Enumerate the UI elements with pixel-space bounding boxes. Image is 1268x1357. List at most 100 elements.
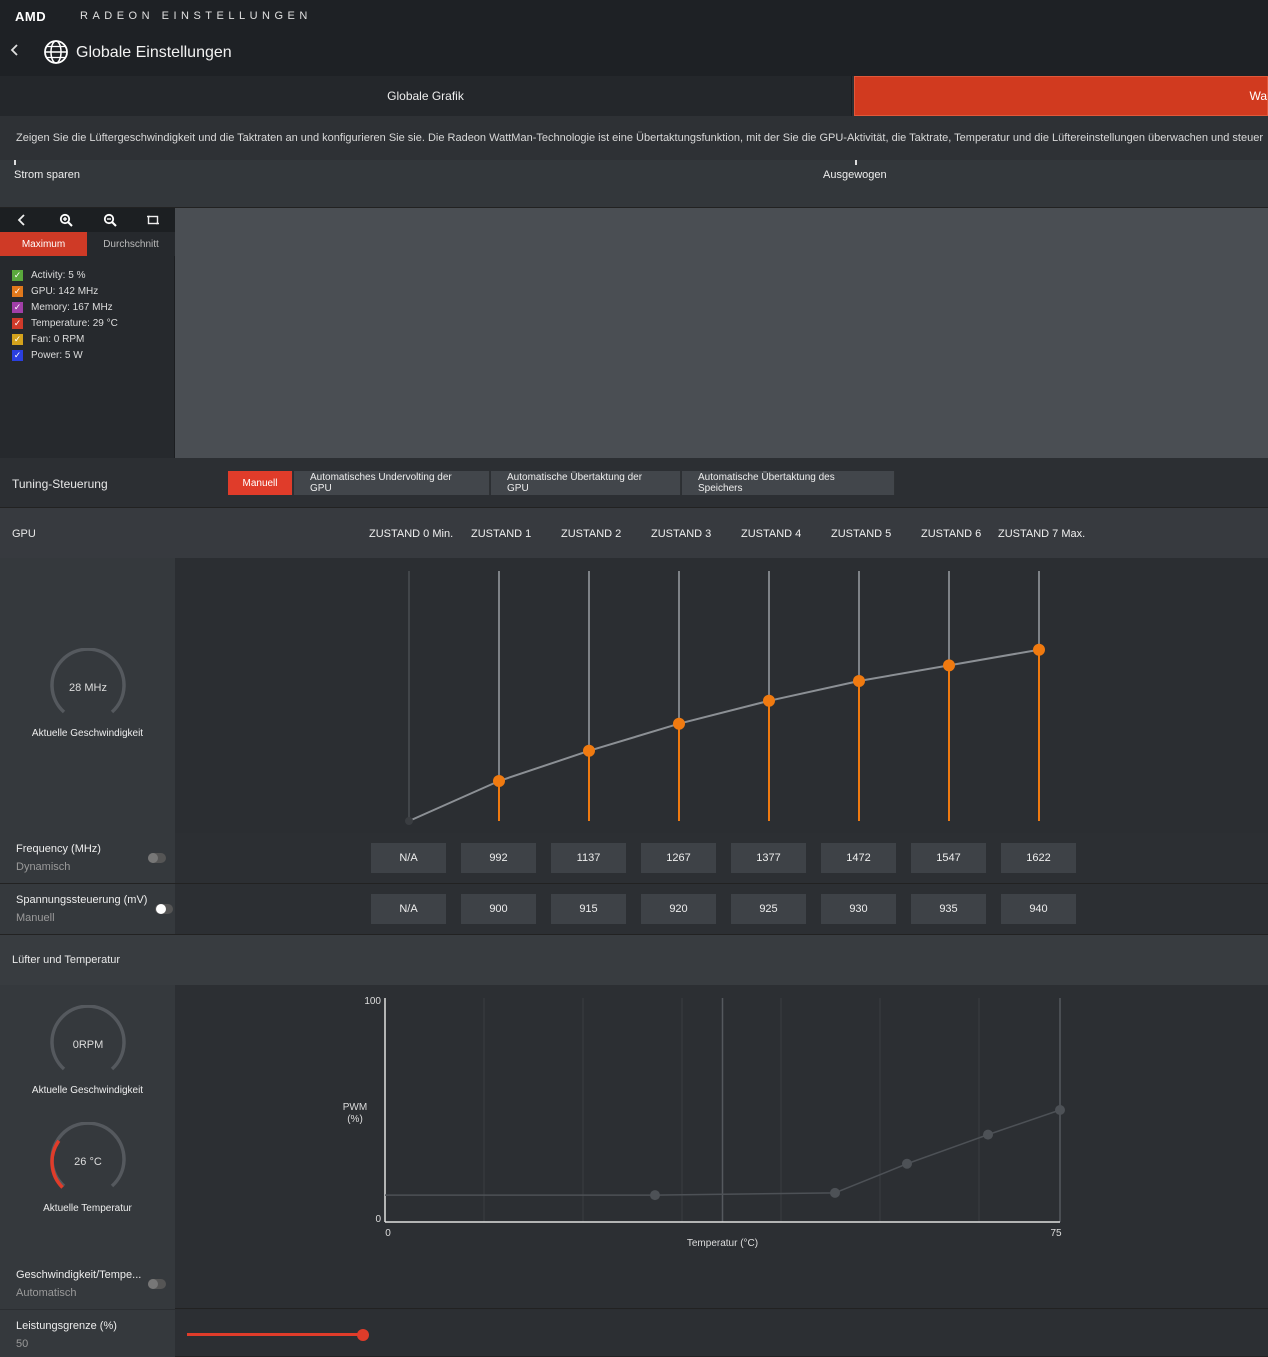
gpu-state-chart[interactable]: [175, 558, 1268, 833]
checkbox-icon[interactable]: ✓: [12, 333, 23, 345]
product-title: RADEON EINSTELLUNGEN: [80, 10, 312, 22]
zoom-in-button[interactable]: [44, 208, 88, 232]
power-limit-slider-handle[interactable]: [357, 1329, 369, 1341]
frequency-input-state-5[interactable]: 1472: [821, 843, 896, 873]
speed-temp-toggle[interactable]: [148, 1279, 166, 1289]
checkbox-icon[interactable]: ✓: [12, 269, 23, 281]
fan-y-min-label: 0: [375, 1214, 381, 1225]
voltage-input-state-4[interactable]: 925: [731, 894, 806, 924]
legend-item-fan[interactable]: ✓ Fan: 0 RPM: [12, 332, 84, 346]
fan-chart-svg[interactable]: 100 00 75 Temperatur (°C) PWM(%): [175, 985, 1268, 1259]
voltage-input-state-3[interactable]: 920: [641, 894, 716, 924]
legend-item-memory[interactable]: ✓ Memory: 167 MHz: [12, 300, 113, 314]
frequency-input-state-6[interactable]: 1547: [911, 843, 986, 873]
gpu-speed-label: Aktuelle Geschwindigkeit: [31, 728, 144, 739]
profile-label-balanced[interactable]: Ausgewogen: [823, 169, 887, 181]
legend-item-activity[interactable]: ✓ Activity: 5 %: [12, 268, 85, 282]
toggle-knob: [156, 904, 166, 914]
voltage-input-state-1[interactable]: 900: [461, 894, 536, 924]
fan-x-axis-label: Temperatur (°C): [687, 1238, 758, 1249]
state-point[interactable]: [493, 775, 505, 787]
legend-label: Memory: 167 MHz: [31, 301, 113, 313]
frequency-curve-line: [408, 648, 1040, 822]
profile-tick: [14, 160, 16, 165]
fan-curve-point[interactable]: [983, 1129, 993, 1140]
checkbox-icon[interactable]: ✓: [12, 317, 23, 329]
power-limit-title: Leistungsgrenze (%): [16, 1320, 117, 1332]
power-limit-slider-track[interactable]: [187, 1333, 363, 1336]
voltage-input-state-2[interactable]: 915: [551, 894, 626, 924]
temperature-gauge: [48, 1121, 128, 1202]
voltage-toggle[interactable]: [155, 904, 173, 914]
graph-back-button[interactable]: [0, 208, 44, 232]
voltage-row: Spannungssteuerung (mV) Manuell N/A 900 …: [0, 884, 1268, 935]
frequency-side: Frequency (MHz) Dynamisch: [0, 833, 175, 883]
voltage-mode: Manuell: [16, 912, 55, 924]
frequency-input-state-4[interactable]: 1377: [731, 843, 806, 873]
state-label: ZUSTAND 3: [651, 528, 712, 540]
state-label: ZUSTAND 5: [831, 528, 892, 540]
zoom-out-button[interactable]: [88, 208, 132, 232]
segment-maximum[interactable]: Maximum: [0, 232, 87, 256]
voltage-input-state-6[interactable]: 935: [911, 894, 986, 924]
state-point[interactable]: [763, 694, 775, 707]
fan-x-max-label: 75: [1050, 1228, 1062, 1239]
frequency-mode: Dynamisch: [16, 861, 71, 873]
tuning-auto-oc-memory-button[interactable]: Automatische Übertaktung des Speichers: [682, 471, 895, 495]
power-limit-row: Leistungsgrenze (%) 50: [0, 1310, 1268, 1357]
voltage-input-state-7[interactable]: 940: [1001, 894, 1076, 924]
fan-curve-point[interactable]: [902, 1158, 912, 1169]
segment-average[interactable]: Durchschnitt: [87, 232, 175, 256]
state-point[interactable]: [853, 675, 865, 687]
legend-item-power[interactable]: ✓ Power: 5 W: [12, 348, 83, 362]
frequency-input-state-1[interactable]: 992: [461, 843, 536, 873]
page-title: Globale Einstellungen: [76, 44, 232, 61]
checkbox-icon[interactable]: ✓: [12, 301, 23, 313]
checkbox-icon[interactable]: ✓: [12, 349, 23, 361]
description-text: Zeigen Sie die Lüftergeschwindigkeit und…: [0, 116, 1268, 160]
legend-label: Temperature: 29 °C: [31, 317, 118, 329]
speed-temp-row: Geschwindigkeit/Tempe... Automatisch: [0, 1259, 1268, 1309]
frequency-toggle[interactable]: [148, 853, 166, 863]
power-limit-side: Leistungsgrenze (%) 50: [0, 1310, 175, 1357]
checkbox-icon[interactable]: ✓: [12, 285, 23, 297]
back-button[interactable]: [8, 42, 26, 62]
frequency-input-state-0[interactable]: N/A: [371, 843, 446, 873]
gpu-states-header: GPU ZUSTAND 0 Min. ZUSTAND 1 ZUSTAND 2 Z…: [0, 508, 1268, 558]
frequency-input-state-2[interactable]: 1137: [551, 843, 626, 873]
toggle-knob: [148, 1279, 158, 1289]
activity-graph-area[interactable]: [175, 208, 1268, 458]
fan-curve-chart[interactable]: 100 0 0 75 Temperatur (°C) PWM (%): [175, 985, 1268, 1259]
gpu-speed-gauge: [48, 647, 128, 728]
state-point[interactable]: [943, 659, 955, 672]
legend-item-temperature[interactable]: ✓ Temperature: 29 °C: [12, 316, 118, 330]
frequency-input-state-7[interactable]: 1622: [1001, 843, 1076, 873]
state-point[interactable]: [1033, 643, 1045, 656]
state-label: ZUSTAND 1: [471, 528, 532, 540]
fan-y-max-label: 100: [364, 996, 381, 1007]
profile-label-power-save[interactable]: Strom sparen: [14, 169, 81, 181]
voltage-input-state-0[interactable]: N/A: [371, 894, 446, 924]
reset-zoom-button[interactable]: [131, 208, 175, 232]
legend-label: Fan: 0 RPM: [31, 333, 85, 345]
tuning-auto-undervolt-button[interactable]: Automatisches Undervolting der GPU: [294, 471, 490, 495]
gpu-chart-svg[interactable]: [175, 558, 1268, 833]
voltage-input-state-5[interactable]: 930: [821, 894, 896, 924]
frequency-input-state-3[interactable]: 1267: [641, 843, 716, 873]
tuning-control-row: Tuning-Steuerung Manuell Automatisches U…: [0, 458, 1268, 508]
state-point[interactable]: [673, 717, 685, 730]
temperature-label: Aktuelle Temperatur: [43, 1203, 132, 1214]
state-point[interactable]: [583, 744, 595, 757]
legend-item-gpu[interactable]: ✓ GPU: 142 MHz: [12, 284, 98, 298]
tab-globale-grafik[interactable]: Globale Grafik: [0, 76, 852, 116]
fan-curve-point[interactable]: [1055, 1105, 1065, 1115]
graph-legend: ✓ Activity: 5 % ✓ GPU: 142 MHz ✓ Memory: 16…: [0, 256, 175, 458]
speed-temp-side: Geschwindigkeit/Tempe... Automatisch: [0, 1259, 175, 1309]
tab-wattman[interactable]: Wattf: [854, 76, 1268, 116]
tab-label: Globale Grafik: [387, 89, 464, 103]
tuning-manual-button[interactable]: Manuell: [228, 471, 293, 495]
tuning-auto-oc-gpu-button[interactable]: Automatische Übertaktung der GPU: [491, 471, 681, 495]
profile-slider[interactable]: Strom sparen Ausgewogen: [0, 160, 1268, 208]
fan-curve-point[interactable]: [830, 1187, 840, 1198]
fan-curve-point[interactable]: [650, 1190, 660, 1201]
